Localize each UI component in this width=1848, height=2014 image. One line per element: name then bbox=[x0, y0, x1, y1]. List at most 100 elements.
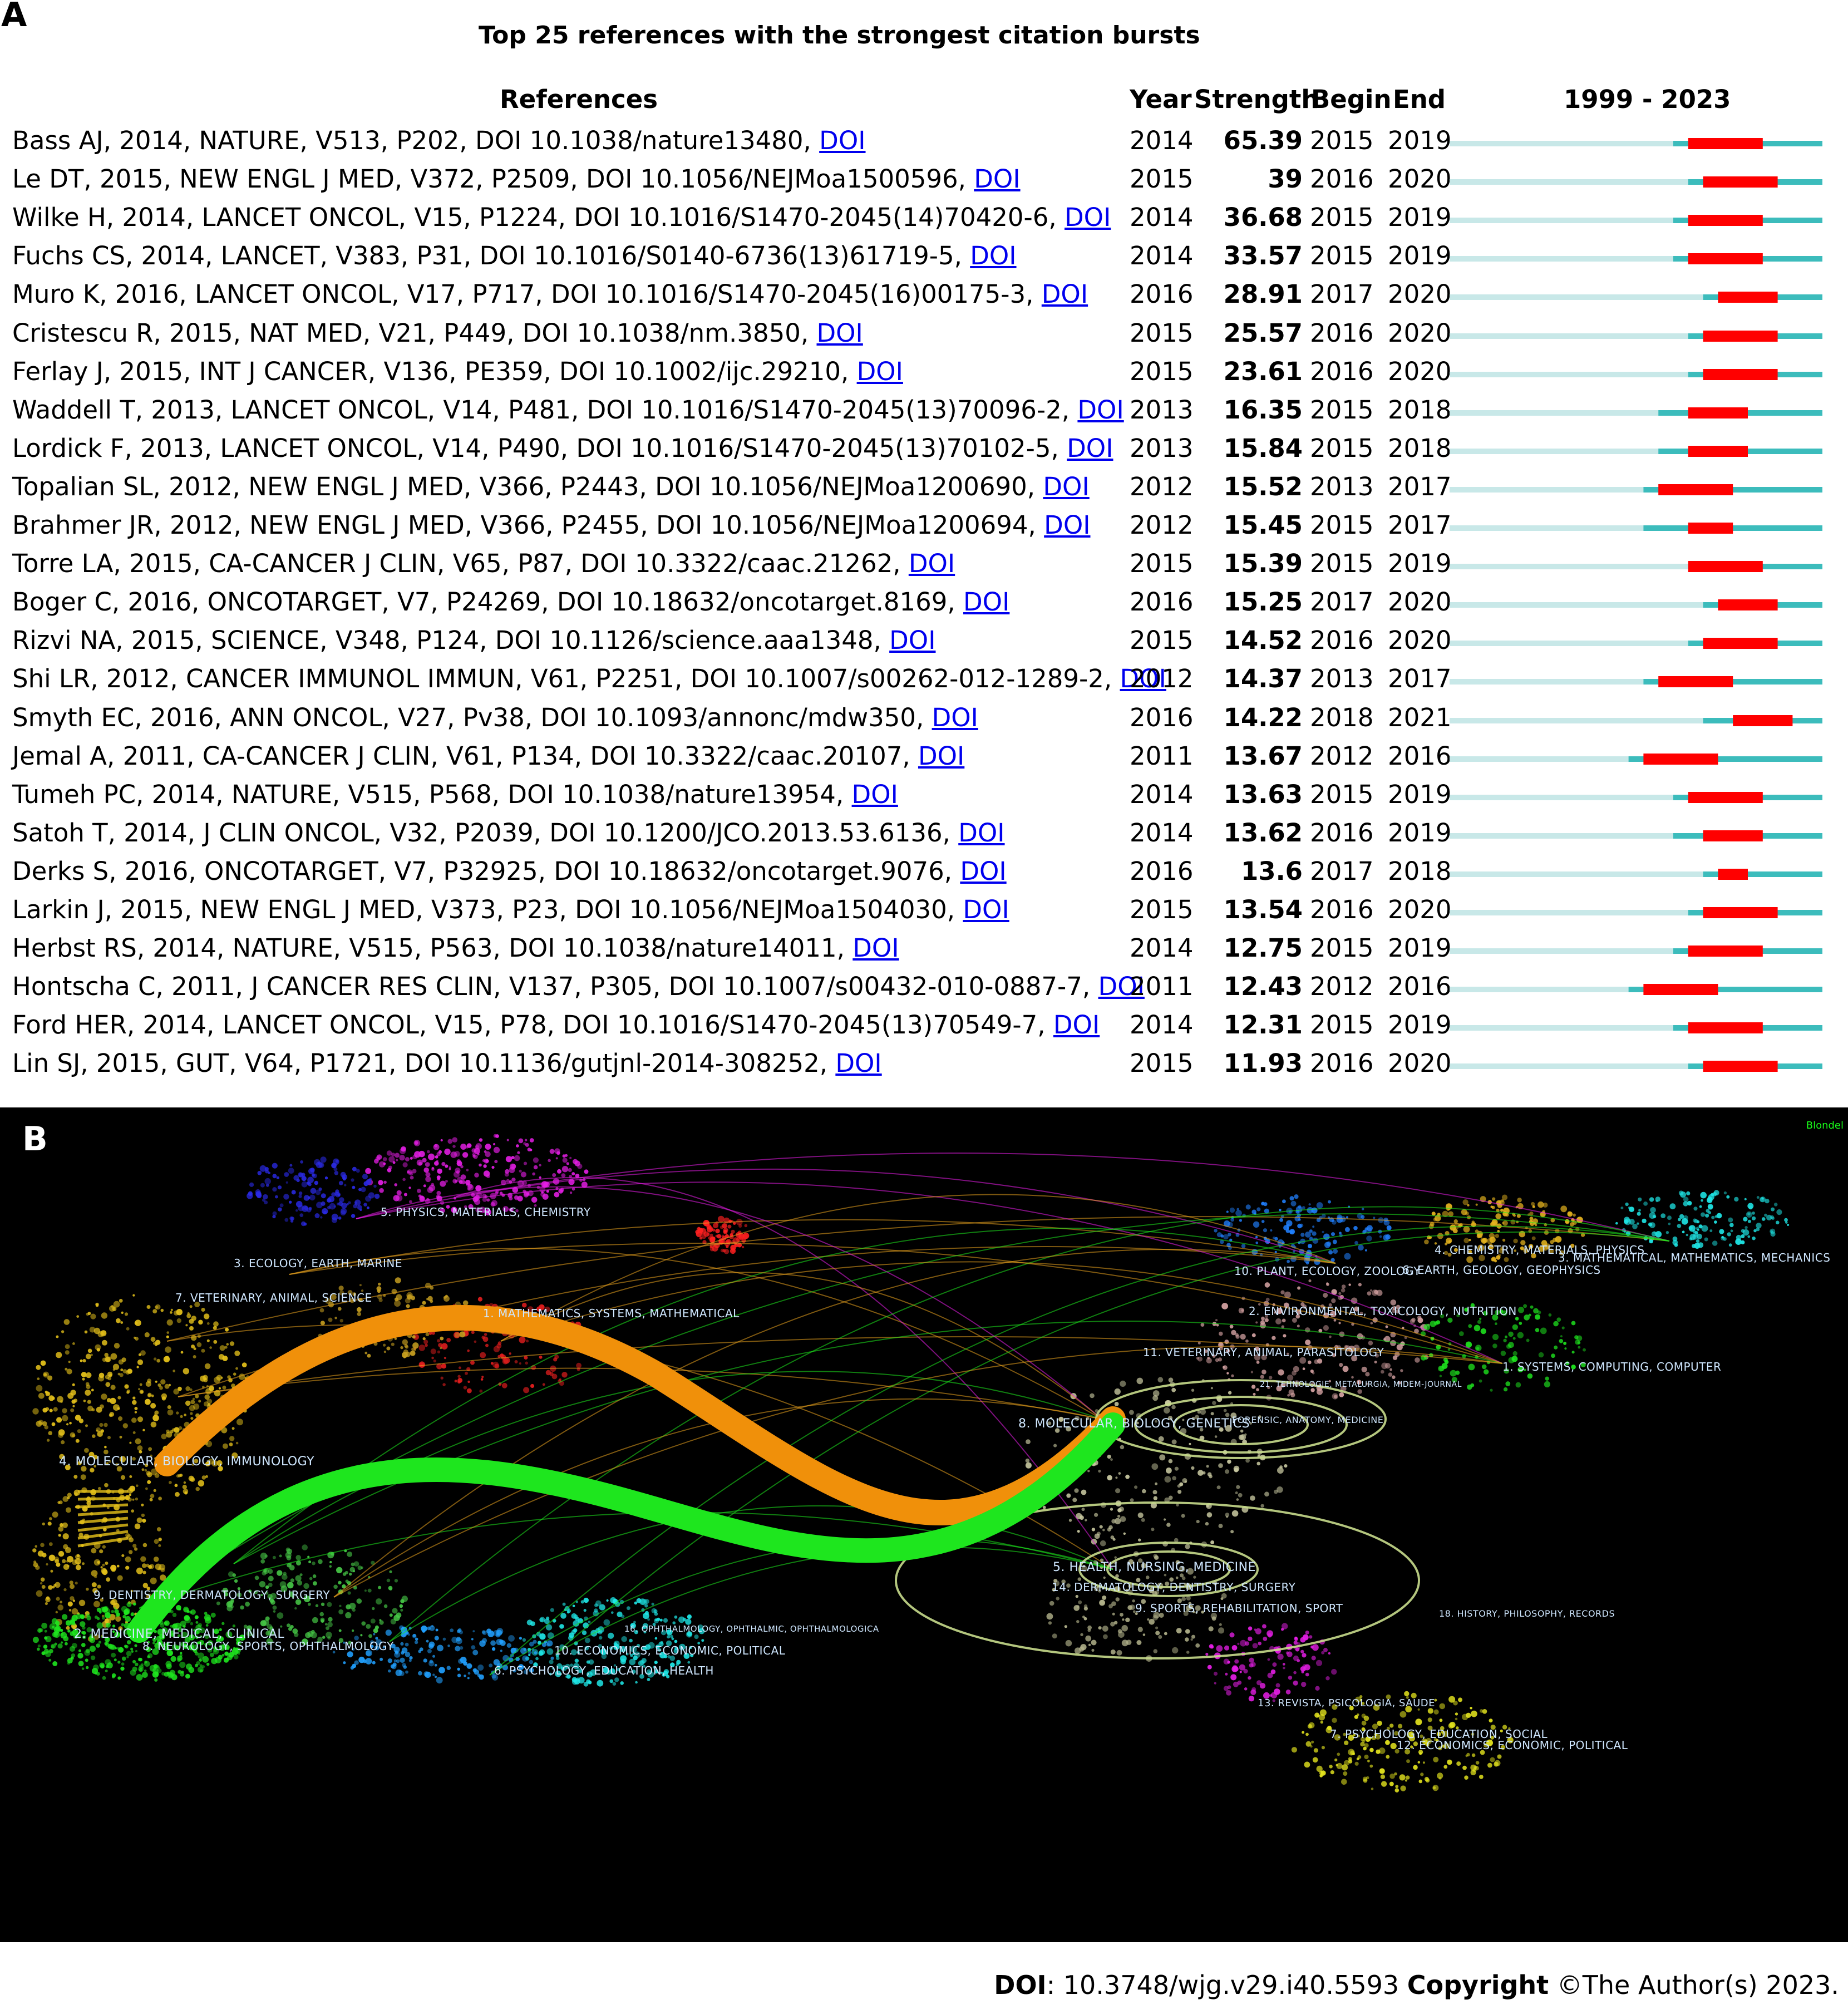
doi-link[interactable]: DOI bbox=[958, 818, 1005, 848]
map-point bbox=[188, 1475, 194, 1481]
burst-end-year: 2019 bbox=[1388, 779, 1452, 809]
doi-link[interactable]: DOI bbox=[1067, 433, 1113, 463]
map-point bbox=[403, 1355, 406, 1358]
map-point bbox=[152, 1648, 159, 1655]
doi-link[interactable]: DOI bbox=[1065, 203, 1111, 233]
map-point bbox=[1187, 1568, 1194, 1575]
burst-strength: 12.75 bbox=[1223, 933, 1303, 963]
doi-link[interactable]: DOI bbox=[908, 549, 955, 579]
doi-link[interactable]: DOI bbox=[974, 164, 1021, 194]
map-point bbox=[599, 1604, 605, 1611]
map-point bbox=[1206, 1512, 1213, 1518]
map-point bbox=[249, 1182, 254, 1187]
map-point bbox=[1212, 1355, 1216, 1358]
map-point bbox=[1299, 1357, 1307, 1364]
map-point bbox=[114, 1607, 116, 1610]
map-point bbox=[347, 1290, 353, 1295]
doi-link[interactable]: DOI bbox=[856, 356, 903, 386]
map-point bbox=[1186, 1651, 1190, 1654]
doi-link[interactable]: DOI bbox=[1120, 664, 1166, 694]
doi-link[interactable]: DOI bbox=[1043, 471, 1090, 501]
map-point bbox=[339, 1604, 342, 1607]
map-point bbox=[1293, 1250, 1295, 1253]
doi-link[interactable]: DOI bbox=[851, 779, 898, 809]
doi-link[interactable]: DOI bbox=[835, 1048, 882, 1079]
doi-link[interactable]: DOI bbox=[970, 241, 1017, 271]
map-point bbox=[130, 1612, 135, 1616]
doi-link[interactable]: DOI bbox=[963, 895, 1009, 924]
map-point bbox=[102, 1545, 106, 1549]
map-point bbox=[1529, 1217, 1534, 1221]
burst-table-row: Lin SJ, 2015, GUT, V64, P1721, DOI 10.11… bbox=[0, 1044, 1848, 1082]
map-point bbox=[1480, 1328, 1486, 1335]
map-point bbox=[57, 1643, 63, 1649]
map-point bbox=[121, 1311, 124, 1314]
map-point bbox=[1135, 1612, 1138, 1616]
burst-end-year: 2017 bbox=[1388, 471, 1452, 501]
map-point bbox=[376, 1598, 382, 1605]
doi-link[interactable]: DOI bbox=[1044, 510, 1091, 540]
doi-link[interactable]: DOI bbox=[960, 856, 1007, 886]
map-point bbox=[61, 1330, 65, 1333]
map-point bbox=[198, 1666, 204, 1673]
map-point bbox=[312, 1617, 318, 1623]
map-point bbox=[211, 1460, 218, 1467]
map-point bbox=[532, 1172, 536, 1176]
map-point bbox=[422, 1301, 426, 1305]
doi-link[interactable]: DOI bbox=[932, 702, 978, 732]
map-point bbox=[418, 1161, 422, 1166]
map-point bbox=[205, 1461, 210, 1466]
map-point bbox=[1693, 1207, 1698, 1211]
map-point bbox=[1415, 1357, 1420, 1363]
map-point bbox=[1077, 1530, 1080, 1533]
doi-link[interactable]: DOI bbox=[918, 741, 965, 771]
doi-link[interactable]: DOI bbox=[963, 587, 1010, 617]
map-point bbox=[1315, 1660, 1323, 1666]
dual-map-overlay-graphic bbox=[32, 1134, 1790, 1793]
publication-year: 2012 bbox=[1130, 471, 1194, 501]
map-point bbox=[1483, 1311, 1488, 1316]
map-point bbox=[1291, 1747, 1297, 1753]
map-point bbox=[222, 1443, 228, 1449]
map-point bbox=[475, 1207, 481, 1213]
map-point bbox=[1351, 1355, 1358, 1362]
doi-link[interactable]: DOI bbox=[1053, 1010, 1100, 1040]
map-point bbox=[1389, 1773, 1395, 1779]
doi-link[interactable]: DOI bbox=[889, 626, 936, 656]
map-point bbox=[1331, 1668, 1337, 1675]
doi-link[interactable]: DOI bbox=[1077, 395, 1124, 425]
doi-link[interactable]: DOI bbox=[1098, 972, 1145, 1002]
map-point bbox=[446, 1338, 451, 1343]
map-point bbox=[1776, 1209, 1782, 1215]
map-point bbox=[670, 1634, 673, 1638]
map-point bbox=[663, 1671, 668, 1677]
map-point bbox=[178, 1426, 183, 1430]
doi-link[interactable]: DOI bbox=[1041, 279, 1088, 309]
map-point bbox=[77, 1562, 80, 1565]
burst-end-year: 2019 bbox=[1388, 126, 1452, 155]
map-point bbox=[376, 1639, 382, 1646]
burst-begin-year: 2012 bbox=[1310, 972, 1374, 1002]
map-point bbox=[63, 1544, 68, 1549]
map-point bbox=[471, 1645, 476, 1649]
map-point bbox=[440, 1208, 445, 1213]
map-point bbox=[174, 1427, 180, 1433]
map-point bbox=[32, 1408, 39, 1415]
map-point bbox=[318, 1559, 323, 1564]
map-point bbox=[1115, 1476, 1118, 1479]
map-point bbox=[1550, 1240, 1554, 1244]
burst-begin-year: 2015 bbox=[1310, 241, 1374, 271]
map-point bbox=[225, 1327, 229, 1332]
map-point bbox=[207, 1648, 213, 1653]
map-point bbox=[1270, 1669, 1276, 1675]
burst-strength: 23.61 bbox=[1223, 356, 1303, 386]
map-point bbox=[1743, 1217, 1748, 1222]
map-point bbox=[502, 1206, 509, 1212]
doi-link[interactable]: DOI bbox=[852, 933, 899, 963]
doi-link[interactable]: DOI bbox=[816, 318, 863, 348]
map-point bbox=[552, 1173, 556, 1177]
burst-end-year: 2016 bbox=[1388, 972, 1452, 1002]
map-point bbox=[1410, 1745, 1413, 1749]
map-point bbox=[1267, 1386, 1270, 1390]
doi-link[interactable]: DOI bbox=[819, 126, 866, 155]
